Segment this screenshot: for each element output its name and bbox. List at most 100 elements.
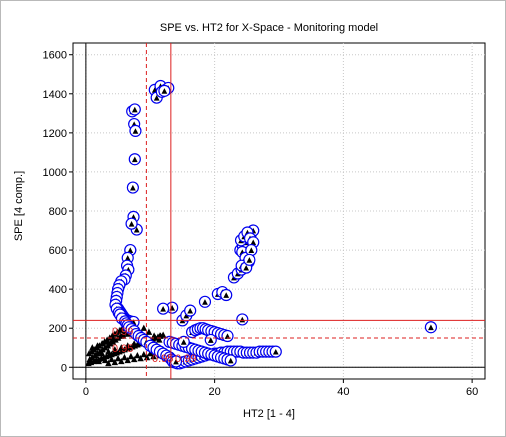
triangle-marker <box>128 220 135 227</box>
triangle-marker <box>131 156 138 163</box>
triangle-marker <box>243 264 250 271</box>
x-tick-label: 60 <box>466 386 478 398</box>
outlier-point <box>126 181 139 194</box>
outlier-point <box>177 335 190 348</box>
triangle-point <box>140 324 148 331</box>
outlier-point <box>198 295 212 308</box>
triangle-point <box>150 352 157 360</box>
ht2-95-label: 0.95 <box>152 353 173 365</box>
y-tick-label: 400 <box>49 284 67 296</box>
triangle-marker <box>124 255 131 261</box>
triangle-point <box>147 350 154 357</box>
triangle-point <box>111 346 119 353</box>
outlier-point <box>236 313 249 326</box>
triangle-marker <box>173 358 179 365</box>
triangle-marker <box>239 316 246 323</box>
triangle-point <box>127 352 135 360</box>
control-limits: 0.990.950.95 0.99 <box>73 43 485 379</box>
triangle-point <box>124 356 131 364</box>
ht2-99-label: 0.99 <box>175 353 196 365</box>
triangle-point <box>92 351 99 359</box>
outlier-point <box>424 321 438 334</box>
triangle-point <box>114 354 122 362</box>
x-tick-label: 20 <box>209 386 221 398</box>
chart-title: SPE vs. HT2 for X-Space - Monitoring mod… <box>160 22 378 34</box>
triangle-point <box>101 356 109 364</box>
triangle-point <box>130 355 138 363</box>
outlier-point <box>221 329 234 343</box>
triangle-marker <box>272 348 279 355</box>
y-tick-label: 1400 <box>43 89 67 101</box>
triangle-point <box>145 328 153 335</box>
outlier-point <box>158 84 171 97</box>
triangle-point <box>140 350 148 358</box>
y-axis-label: SPE [4 comp.] <box>13 171 25 241</box>
triangle-point <box>109 336 117 343</box>
triangle-marker <box>223 292 230 298</box>
triangle-marker <box>187 307 194 314</box>
y-tick-label: 1000 <box>43 167 67 179</box>
triangle-marker <box>428 324 434 331</box>
y-tick-label: 800 <box>49 206 67 218</box>
spe-95-label: 0.95 <box>112 343 133 355</box>
triangle-point <box>134 351 141 359</box>
y-tick-label: 1600 <box>43 50 67 62</box>
triangle-marker <box>127 247 134 253</box>
data-points <box>85 79 438 370</box>
y-tick-label: 1200 <box>43 128 67 140</box>
triangle-marker <box>180 339 187 345</box>
triangle-point <box>94 342 101 349</box>
triangle-marker <box>161 88 168 94</box>
triangle-marker <box>202 299 208 305</box>
y-tick-label: 200 <box>49 323 67 335</box>
outlier-point <box>204 333 217 347</box>
outlier-point <box>269 345 282 358</box>
outlier-point <box>243 253 256 266</box>
triangle-point <box>89 344 96 351</box>
triangle-point <box>108 355 115 363</box>
triangle-point <box>95 357 102 365</box>
triangle-marker <box>153 94 160 101</box>
triangle-point <box>111 358 119 366</box>
triangle-point <box>124 342 131 349</box>
triangle-point <box>99 340 106 347</box>
triangle-point <box>143 353 151 361</box>
triangle-point <box>137 354 144 362</box>
triangle-marker <box>160 305 167 312</box>
triangle-marker <box>133 226 140 233</box>
y-tick-label: 600 <box>49 245 67 257</box>
zero-axes <box>73 43 485 379</box>
outlier-point <box>128 103 141 116</box>
triangle-point <box>105 348 112 355</box>
y-axis-ticks: 0 200 400 600 800 1000 1200 1400 1600 <box>43 50 73 374</box>
x-tick-label: 40 <box>337 386 349 398</box>
triangle-point <box>121 353 128 361</box>
plot-area <box>72 42 486 380</box>
outlier-point <box>125 217 138 230</box>
y-tick-label: 0 <box>61 362 67 374</box>
triangle-marker <box>207 337 214 343</box>
x-tick-label: 0 <box>83 386 89 398</box>
x-axis-label: HT2 [1 - 4] <box>243 408 295 420</box>
triangle-marker <box>248 247 255 253</box>
triangle-marker <box>183 312 190 319</box>
x-axis-ticks: 0 20 40 60 <box>83 379 478 398</box>
triangle-marker <box>132 128 139 134</box>
outlier-point <box>245 243 258 257</box>
triangle-point <box>105 359 112 367</box>
triangle-marker <box>131 106 138 113</box>
outlier-point <box>129 124 142 138</box>
outlier-point <box>184 304 197 317</box>
outlier-point <box>128 153 141 166</box>
triangle-marker <box>246 257 253 263</box>
triangle-point <box>130 340 138 347</box>
outlier-point <box>224 354 237 367</box>
outlier-point <box>220 288 233 302</box>
triangle-point <box>104 338 112 345</box>
triangle-marker <box>129 184 136 191</box>
triangle-marker <box>250 239 257 246</box>
triangle-point <box>98 350 106 357</box>
triangle-point <box>156 336 163 343</box>
